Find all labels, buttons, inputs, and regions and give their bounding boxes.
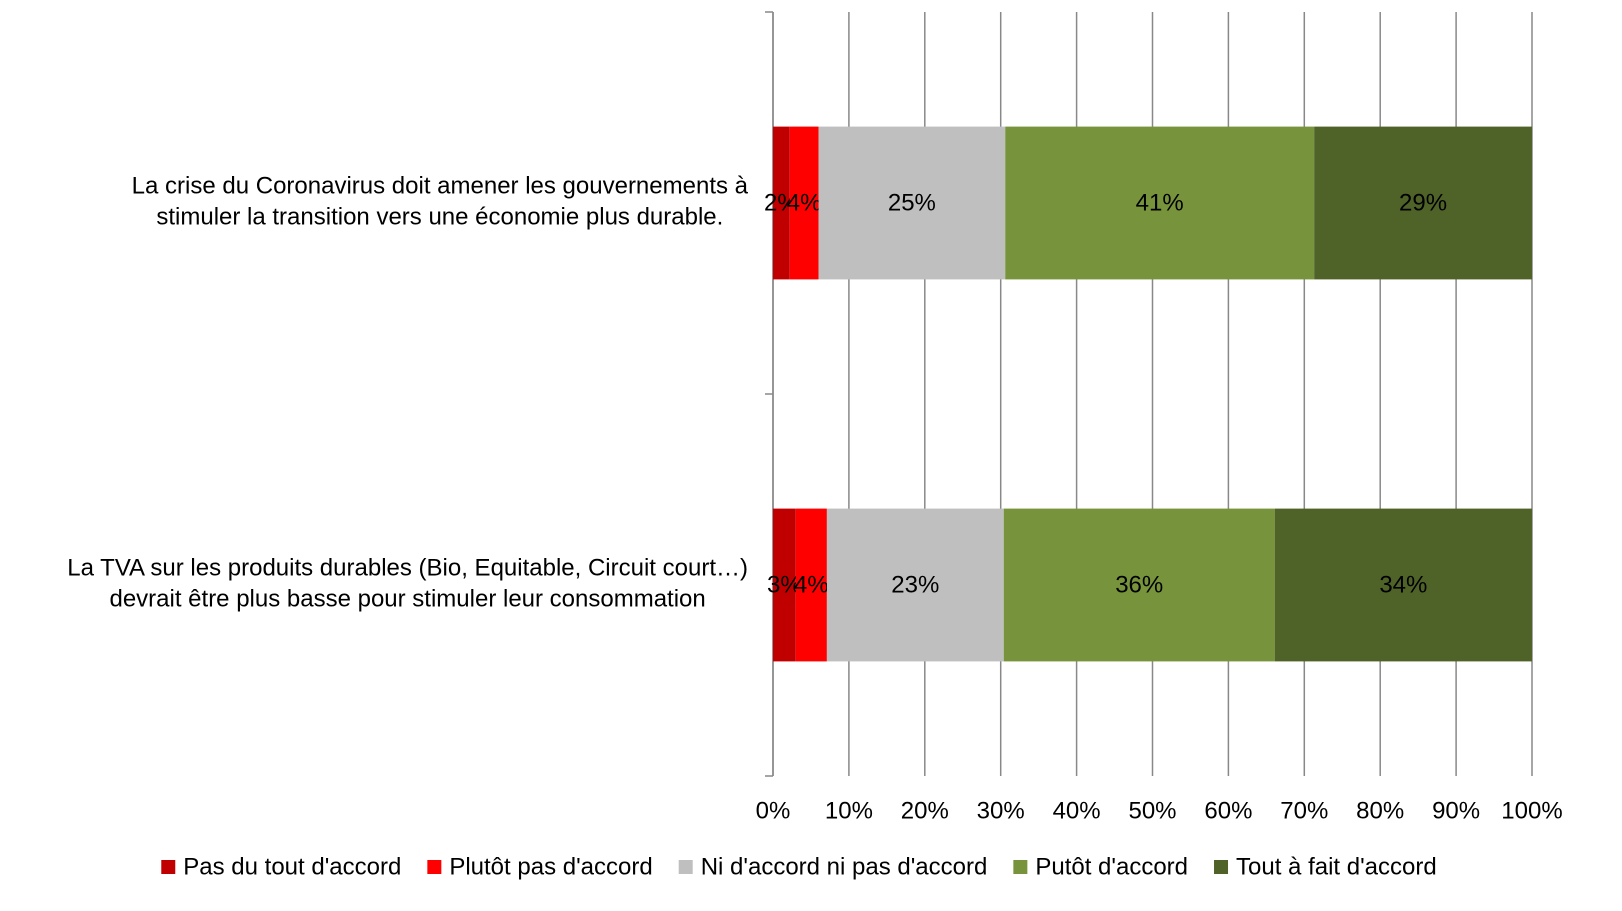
category-label-line: La TVA sur les produits durables (Bio, E… — [67, 555, 748, 582]
x-tick-label: 10% — [825, 797, 873, 824]
data-label: 25% — [888, 189, 936, 216]
x-tick-label: 100% — [1501, 797, 1562, 824]
x-tick-label: 30% — [977, 797, 1025, 824]
x-tick-label: 80% — [1356, 797, 1404, 824]
bar-segment — [773, 508, 796, 662]
data-label: 41% — [1136, 189, 1184, 216]
data-label: 4% — [787, 189, 822, 216]
bar-segment — [789, 126, 819, 280]
x-tick-label: 60% — [1204, 797, 1252, 824]
category-label: La crise du Coronavirus doit amener les … — [132, 173, 749, 231]
data-label: 4% — [794, 571, 829, 598]
legend-label: Tout à fait d'accord — [1236, 853, 1437, 880]
category-label: La TVA sur les produits durables (Bio, E… — [67, 555, 748, 613]
bar-segment — [818, 126, 1006, 280]
legend-swatch — [161, 860, 176, 874]
legend-label: Putôt d'accord — [1035, 853, 1188, 880]
legend-swatch — [427, 860, 442, 874]
data-label: 34% — [1379, 571, 1427, 598]
category-label-line: La crise du Coronavirus doit amener les … — [132, 173, 749, 200]
x-tick-label: 50% — [1128, 797, 1176, 824]
bar-segment — [1005, 126, 1315, 280]
legend-label: Ni d'accord ni pas d'accord — [701, 853, 988, 880]
bar-segment — [826, 508, 1004, 662]
category-label-line: stimuler la transition vers une économie… — [156, 204, 723, 231]
bar-segment — [1314, 126, 1532, 280]
data-label: 29% — [1399, 189, 1447, 216]
x-tick-label: 0% — [756, 797, 791, 824]
legend-label: Plutôt pas d'accord — [449, 853, 652, 880]
legend-label: Pas du tout d'accord — [183, 853, 401, 880]
legend-swatch — [1214, 860, 1229, 874]
legend-swatch — [1013, 860, 1028, 874]
x-tick-label: 70% — [1280, 797, 1328, 824]
x-tick-label: 40% — [1053, 797, 1101, 824]
category-label-line: devrait être plus basse pour stimuler le… — [109, 586, 705, 613]
x-tick-label: 90% — [1432, 797, 1480, 824]
bar-segment — [1003, 508, 1275, 662]
data-label: 36% — [1115, 571, 1163, 598]
data-label: 23% — [891, 571, 939, 598]
x-tick-label: 20% — [901, 797, 949, 824]
legend-swatch — [678, 860, 693, 874]
bar-segment — [1274, 508, 1532, 662]
bar-segment — [773, 126, 790, 280]
bar-segment — [795, 508, 827, 662]
